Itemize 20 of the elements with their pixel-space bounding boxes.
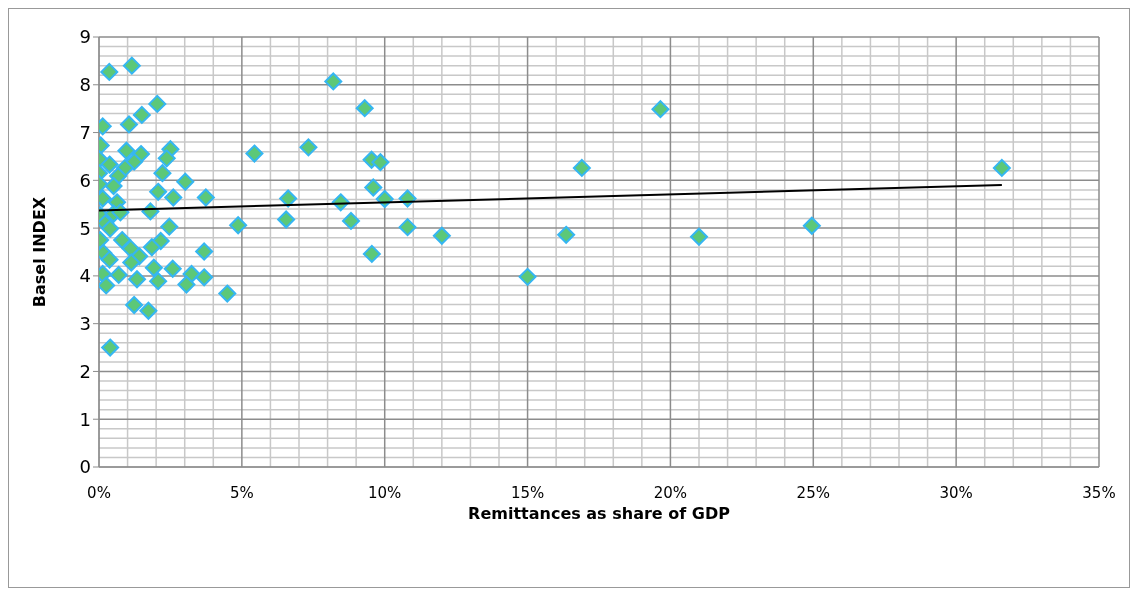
y-axis-title: Basel INDEX [29, 196, 49, 308]
y-tick-label: 8 [79, 74, 91, 96]
x-axis-title: Remittances as share of GDP [468, 504, 731, 523]
y-tick-label: 9 [79, 26, 91, 48]
x-tick-label: 10% [368, 483, 402, 502]
y-tick-label: 3 [79, 313, 91, 335]
x-tick-label: 25% [796, 483, 830, 502]
x-tick-label: 20% [653, 483, 688, 502]
x-tick-label: 35% [1082, 483, 1116, 502]
y-tick-label: 5 [79, 217, 91, 239]
x-tick-label: 30% [939, 483, 973, 502]
x-tick-label: 0% [87, 483, 111, 502]
y-tick-label: 4 [79, 265, 91, 287]
x-tick-label: 15% [510, 483, 545, 502]
y-tick-label: 7 [79, 121, 91, 143]
y-tick-label: 1 [79, 408, 91, 430]
y-tick-label: 0 [79, 456, 91, 478]
y-tick-label: 6 [79, 169, 91, 191]
y-tick-label: 2 [79, 360, 91, 382]
x-tick-label: 5% [229, 483, 254, 502]
